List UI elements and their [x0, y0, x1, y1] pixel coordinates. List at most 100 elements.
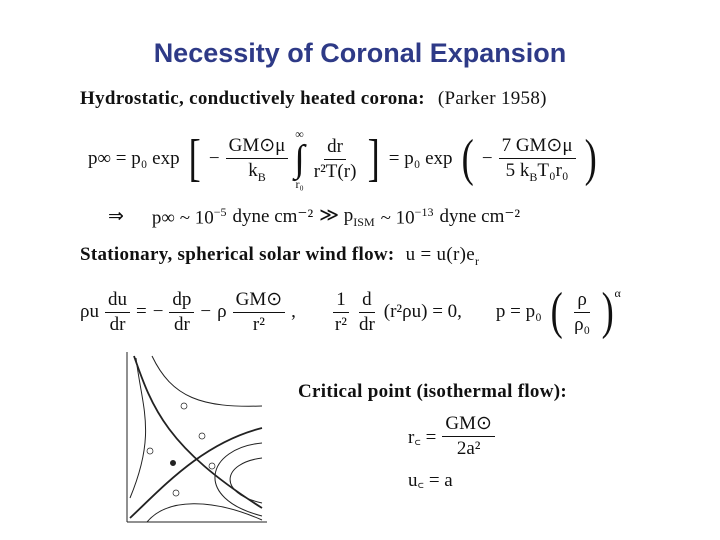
denominator: dr — [174, 313, 190, 335]
superscript: −13 — [414, 204, 434, 219]
eq-text: (r²ρu) = 0, — [383, 301, 462, 322]
numerator: GM⊙ — [232, 288, 286, 313]
region-marker — [146, 447, 154, 455]
heading-text: Hydrostatic, conductively heated corona: — [80, 88, 425, 109]
section-heading: Hydrostatic, conductively heated corona:… — [80, 88, 547, 110]
paren: ( — [461, 130, 474, 187]
region-marker — [172, 489, 180, 497]
eq-text: = — [135, 301, 147, 322]
equation: p∞ = p₀ exp [ − GM⊙μ kB ∞ ∫ r₀ dr r²T(r) ] =… — [88, 128, 599, 190]
section-heading: Stationary, spherical solar wind flow: u… — [80, 244, 479, 269]
eq-text: dyne cm⁻² — [439, 206, 521, 228]
equation: u꜀ = a — [408, 470, 453, 491]
subscript: B — [257, 169, 266, 184]
fraction: 1 r² — [332, 289, 350, 336]
eq-text: ~ 10−13 — [381, 205, 434, 229]
eq-text: − — [152, 301, 164, 322]
subscript: r — [474, 253, 480, 268]
solution-curve — [151, 355, 263, 407]
numerator: GM⊙ — [442, 412, 495, 437]
denominator: dr — [358, 313, 375, 335]
equation: ρu du dr = − dp dr − ρ GM⊙ r² , 1 r² d dr (r²… — [80, 286, 621, 338]
fraction: GM⊙μ kB — [225, 134, 289, 185]
bracket: ] — [368, 130, 381, 187]
denominator: ρ₀ — [574, 313, 591, 335]
eq-text: ρu — [80, 301, 99, 322]
eq-text: = p₀ exp — [388, 148, 453, 169]
fraction: d dr — [356, 289, 378, 336]
fraction: du dr — [104, 289, 130, 336]
solution-curve — [214, 442, 263, 517]
fraction: GM⊙ r² — [232, 288, 286, 336]
fraction: dp dr — [169, 289, 195, 336]
subscript: ISM — [353, 214, 375, 229]
region-marker — [180, 402, 188, 410]
eq-text: − — [481, 148, 493, 169]
paren: ) — [584, 130, 597, 187]
critical-point — [170, 460, 176, 466]
heading-text: Stationary, spherical solar wind flow: — [80, 244, 395, 265]
critical-curve — [129, 427, 263, 519]
lower-limit: r₀ — [295, 177, 304, 191]
eq-text: k — [248, 159, 258, 181]
eq-text: T₀r₀ — [537, 159, 569, 181]
eq-text: − — [208, 148, 220, 169]
numerator: du — [104, 289, 130, 313]
critical-curve — [133, 355, 263, 509]
solution-curve — [146, 503, 263, 523]
fraction: 7 GM⊙μ 5 kBT₀r₀ — [498, 134, 576, 185]
superscript: α — [614, 286, 621, 300]
upper-limit: ∞ — [295, 127, 304, 141]
eq-text: ρ — [217, 301, 227, 322]
eq-text: ≫ pISM — [319, 204, 374, 230]
equation: r꜀ = GM⊙ 2a² — [408, 412, 495, 460]
denominator: 5 kBT₀r₀ — [503, 159, 572, 185]
solution-curve — [229, 457, 263, 504]
fraction: ρ ρ₀ — [571, 289, 593, 336]
fraction: dr r²T(r) — [311, 136, 360, 183]
eq-text: − — [200, 301, 212, 322]
numerator: dr — [324, 136, 346, 160]
phase-diagram — [126, 352, 267, 523]
formula: u = u(r)er — [405, 244, 480, 268]
numerator: d — [359, 289, 375, 313]
eq-text: ⇒ — [108, 206, 124, 228]
denominator: dr — [109, 313, 126, 335]
eq-text: ~ 10 — [380, 207, 415, 229]
bracket: [ — [188, 130, 201, 187]
eq-text: , — [291, 301, 296, 322]
eq-text: p∞ = p₀ exp — [88, 148, 180, 169]
denominator: r² — [334, 313, 347, 335]
eq-text: p = p₀ — [495, 301, 542, 322]
eq-text: 5 k — [505, 159, 530, 181]
integral: ∞ ∫ r₀ — [294, 127, 305, 191]
region-marker — [198, 432, 206, 440]
numerator: GM⊙μ — [225, 134, 289, 159]
citation: (Parker 1958) — [437, 88, 547, 109]
subscript: B — [529, 169, 538, 184]
denominator: r² — [252, 314, 265, 335]
numerator: ρ — [574, 289, 590, 313]
slide-title: Necessity of Coronal Expansion — [153, 38, 567, 68]
paren: ) — [601, 283, 614, 340]
superscript: −5 — [213, 204, 227, 219]
section-heading: Critical point (isothermal flow): — [298, 381, 567, 402]
numerator: 1 — [333, 289, 349, 313]
numerator: dp — [169, 289, 195, 313]
eq-text: ≫ p — [319, 205, 354, 226]
denominator: kB — [245, 159, 269, 185]
eq-text: r꜀ = — [408, 427, 437, 448]
numerator: 7 GM⊙μ — [498, 134, 576, 159]
eq-text: p∞ ~ 10−5 — [152, 205, 227, 229]
eq-text: p∞ ~ 10 — [151, 207, 214, 229]
eq-text: dyne cm⁻² — [232, 206, 314, 228]
region-marker — [208, 462, 216, 470]
eq-text: u = u(r)e — [405, 244, 475, 265]
paren: ( — [550, 283, 563, 340]
denominator: r²T(r) — [313, 160, 357, 182]
fraction: GM⊙ 2a² — [442, 412, 495, 460]
equation: ⇒ p∞ ~ 10−5 dyne cm⁻² ≫ pISM ~ 10−13 dyn… — [108, 204, 520, 230]
denominator: 2a² — [456, 438, 481, 459]
solution-curve — [129, 357, 147, 499]
